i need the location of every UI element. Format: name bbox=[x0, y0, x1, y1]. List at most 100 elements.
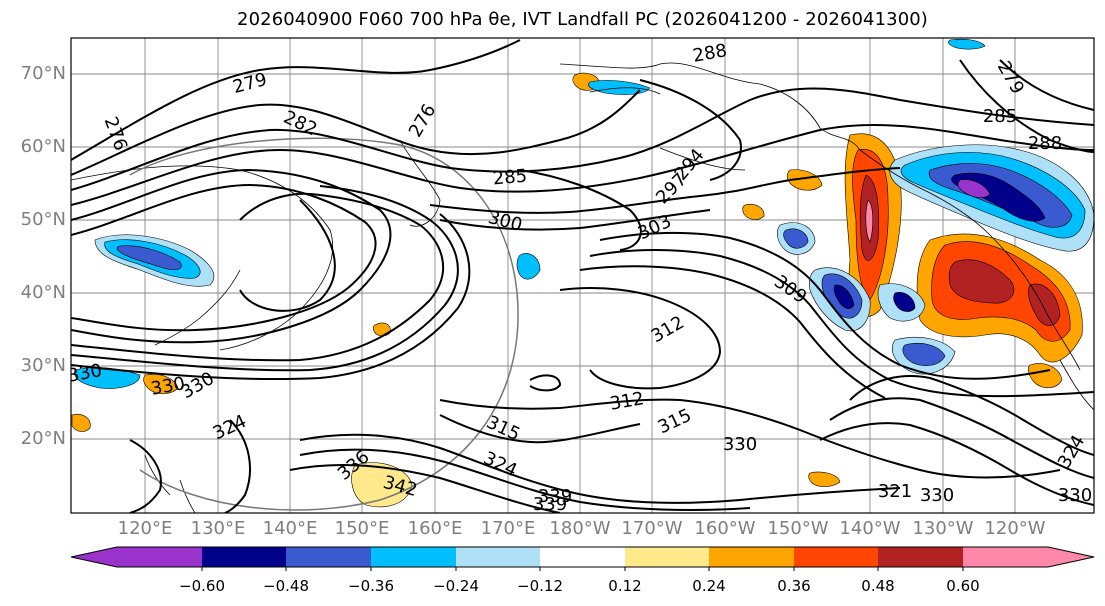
lon-label-150e: 150°E bbox=[334, 518, 390, 539]
theta-e-contour bbox=[439, 209, 711, 231]
contour-label: 285 bbox=[492, 166, 528, 190]
pc-anomaly-region bbox=[893, 292, 916, 312]
theta-e-contour bbox=[439, 398, 1061, 479]
pc-anomaly-region bbox=[71, 413, 91, 432]
colorbar-segment bbox=[709, 547, 794, 567]
pc-anomaly-region bbox=[957, 179, 991, 198]
theta-e-contours bbox=[71, 39, 1094, 513]
theta-e-contour bbox=[71, 123, 1094, 206]
colorbar-tick-label: 0.36 bbox=[777, 577, 811, 595]
lat-label-60n: 60°N bbox=[20, 136, 66, 157]
pc-anomaly-region bbox=[116, 245, 182, 271]
pc-anomaly-region bbox=[373, 322, 391, 337]
pc-shading bbox=[71, 38, 1094, 508]
coast-alaska bbox=[559, 62, 861, 151]
lon-label-160e: 160°E bbox=[407, 518, 463, 539]
contour-label: 330 bbox=[1058, 485, 1092, 506]
colorbar-tick-label: −0.24 bbox=[433, 577, 479, 595]
colorbar-tick-label: 0.24 bbox=[692, 577, 726, 595]
contour-label: 339 bbox=[533, 494, 567, 515]
lon-label-160w: 160°W bbox=[694, 518, 756, 539]
theta-e-contour bbox=[579, 265, 886, 399]
theta-e-contour bbox=[71, 213, 471, 381]
colorbar-tick-label: −0.12 bbox=[517, 577, 563, 595]
colorbar-tick-label: −0.60 bbox=[179, 577, 225, 595]
lon-label-120w: 120°W bbox=[984, 518, 1046, 539]
coast-aleutians bbox=[589, 87, 746, 171]
colorbar-segment bbox=[878, 547, 963, 567]
theta-e-contour bbox=[289, 463, 561, 513]
colorbar-segment bbox=[371, 547, 456, 567]
theta-e-contour bbox=[71, 168, 392, 344]
theta-e-contour bbox=[849, 375, 1094, 456]
theta-e-contour bbox=[299, 433, 901, 504]
contour-label: 288 bbox=[1028, 133, 1062, 154]
colorbar-segment bbox=[456, 547, 540, 567]
pc-anomaly-region bbox=[865, 199, 874, 243]
contour-label: 330 bbox=[723, 434, 757, 455]
theta-e-contour bbox=[819, 422, 1094, 506]
lon-label-170w: 170°W bbox=[621, 518, 683, 539]
pc-anomaly-region bbox=[948, 259, 1015, 304]
theta-e-contour bbox=[299, 448, 751, 511]
colorbar-tick-label: 0.12 bbox=[608, 577, 642, 595]
theta-e-contour bbox=[71, 183, 377, 332]
lon-label-140w: 140°W bbox=[839, 518, 901, 539]
theta-e-contour bbox=[71, 39, 521, 161]
coast-philippines bbox=[144, 454, 196, 513]
colorbar-segment bbox=[540, 547, 625, 567]
pc-anomaly-region bbox=[351, 462, 413, 508]
lat-label-20n: 20°N bbox=[20, 428, 66, 449]
colorbar-segment bbox=[625, 547, 709, 567]
theta-e-contour bbox=[639, 79, 742, 181]
lon-label-140e: 140°E bbox=[262, 518, 318, 539]
lat-label-50n: 50°N bbox=[20, 209, 66, 230]
theta-e-contour bbox=[439, 414, 641, 444]
lat-label-70n: 70°N bbox=[20, 63, 66, 84]
reference-circle bbox=[129, 137, 519, 511]
theta-e-contour bbox=[224, 419, 251, 513]
theta-e-contour bbox=[429, 167, 901, 214]
theta-e-contour bbox=[829, 397, 1094, 479]
contour-label: 285 bbox=[983, 106, 1017, 127]
colorbar-segment bbox=[963, 547, 1048, 567]
theta-e-contour bbox=[71, 87, 1094, 191]
theta-e-contour bbox=[519, 169, 642, 251]
colorbar-segment bbox=[794, 547, 878, 567]
lon-label-130e: 130°E bbox=[190, 518, 246, 539]
pc-anomaly-region bbox=[742, 203, 765, 220]
contour-label: 330 bbox=[920, 485, 954, 506]
map-frame bbox=[70, 37, 1095, 514]
theta-e-contour bbox=[239, 199, 336, 312]
theta-e-contour bbox=[71, 185, 459, 372]
pc-anomaly-region bbox=[808, 471, 841, 487]
lat-label-40n: 40°N bbox=[20, 282, 66, 303]
pc-anomaly-region bbox=[143, 373, 179, 394]
lon-label-150w: 150°W bbox=[767, 518, 829, 539]
coastlines bbox=[71, 62, 1094, 513]
theta-e-contour bbox=[599, 231, 1051, 380]
pc-anomaly-region bbox=[948, 38, 986, 50]
colorbar-extend-min bbox=[71, 547, 117, 567]
theta-e-contour bbox=[959, 59, 1094, 153]
pc-anomaly-region bbox=[902, 342, 946, 366]
theta-e-contour bbox=[999, 59, 1094, 111]
colorbar-segment bbox=[117, 547, 202, 567]
pc-anomaly-region bbox=[1028, 363, 1063, 389]
theta-e-contour bbox=[71, 89, 641, 176]
coast-asia bbox=[71, 165, 334, 351]
colorbar-tick-label: −0.36 bbox=[348, 577, 394, 595]
theta-e-contour bbox=[559, 287, 722, 390]
pc-anomaly-region bbox=[833, 284, 855, 309]
pc-anomaly-region bbox=[588, 80, 651, 95]
theta-e-contour bbox=[71, 192, 445, 362]
theta-e-contour bbox=[129, 439, 162, 513]
lon-label-130w: 130°W bbox=[912, 518, 974, 539]
pc-anomaly-region bbox=[516, 253, 541, 280]
theta-e-contour bbox=[589, 249, 1094, 398]
colorbar-tick-label: 0.60 bbox=[946, 577, 980, 595]
coast-baja bbox=[1059, 359, 1094, 411]
pc-anomaly-region bbox=[786, 169, 823, 191]
